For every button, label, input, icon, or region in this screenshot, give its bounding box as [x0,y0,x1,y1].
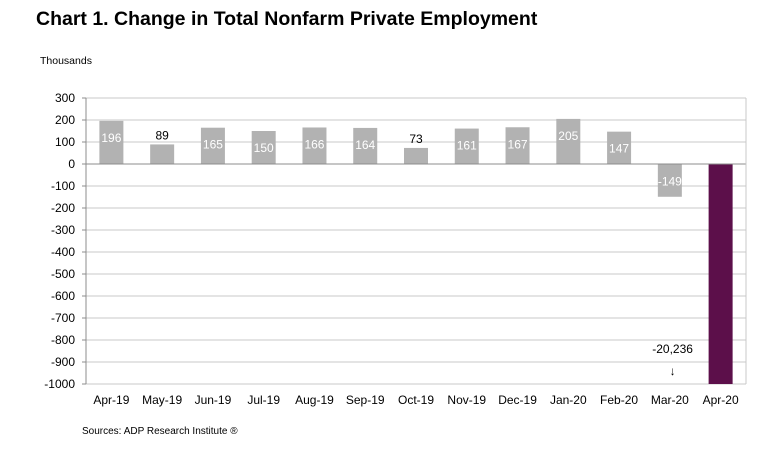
bar [607,131,632,164]
y-tick-label: -600 [51,289,75,303]
data-label: 89 [155,128,169,142]
data-labels: 196 89 165 150 166 164 73 161 167 205 147 -149 -20,2… [101,128,693,378]
x-tick-label: Jun-19 [195,393,232,407]
data-label: -20,236 [652,342,693,356]
bar [200,127,225,164]
y-tick-label: 100 [55,135,75,149]
bar [150,144,175,164]
y-tick-label: -900 [51,355,75,369]
bar [657,164,682,197]
data-label: 147 [609,142,629,156]
x-tick-label: Apr-19 [93,393,129,407]
down-arrow-icon: ↓ [670,364,676,378]
x-tick-label: Jan-20 [550,393,587,407]
data-label: 165 [203,138,223,152]
bar [302,127,327,164]
bars [99,118,733,384]
y-tick-label: -1000 [44,377,75,391]
x-tick-label: Dec-19 [498,393,537,407]
axes: 300 200 100 0 -100 -200 -300 -400 -500 -600 -700 -8… [44,91,747,407]
bar [708,164,733,384]
data-label: 205 [558,129,578,143]
y-tick-label: -700 [51,311,75,325]
bar [251,131,276,164]
bar [404,147,428,164]
x-tick-label: Feb-20 [600,393,638,407]
bar [454,128,479,164]
data-label: 196 [101,131,121,145]
y-tick-label: 300 [55,91,75,105]
bar [99,120,124,164]
data-label: 150 [254,141,274,155]
x-tick-label: Nov-19 [447,393,486,407]
data-label: 164 [355,138,375,152]
x-tick-label: Sep-19 [346,393,385,407]
data-label: 166 [304,137,324,151]
source-note: Sources: ADP Research Institute ® [82,426,238,437]
bar [353,127,378,164]
y-tick-label: 200 [55,113,75,127]
bar [556,118,581,164]
x-tick-label: Jul-19 [247,393,280,407]
chart-title: Chart 1. Change in Total Nonfarm Private… [36,8,538,30]
data-label: 161 [457,139,477,153]
data-label: -149 [658,174,682,188]
x-tick-label: May-19 [142,393,182,407]
x-tick-label: Mar-20 [651,393,689,407]
y-tick-label: 0 [68,157,75,171]
data-label: 167 [508,137,528,151]
y-tick-label: -200 [51,201,75,215]
data-label: 73 [409,132,423,146]
y-tick-label: -100 [51,179,75,193]
y-tick-label: -300 [51,223,75,237]
y-tick-label: -400 [51,245,75,259]
y-tick-label: -800 [51,333,75,347]
y-tick-label: -500 [51,267,75,281]
x-tick-label: Apr-20 [703,393,739,407]
x-tick-label: Oct-19 [398,393,434,407]
y-axis-label: Thousands [40,55,92,67]
x-tick-label: Aug-19 [295,393,334,407]
bar [505,127,530,164]
